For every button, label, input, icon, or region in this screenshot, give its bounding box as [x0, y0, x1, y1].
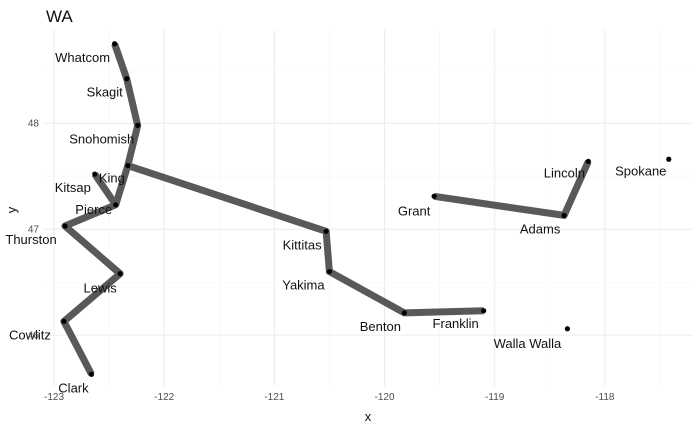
data-point [585, 158, 591, 164]
x-tick-label: -119 [485, 392, 505, 403]
data-point [326, 268, 333, 275]
point-label: Lewis [83, 281, 117, 296]
y-axis-ticks: 46 47 48 [28, 119, 40, 342]
data-point [117, 271, 123, 277]
point-label: Yakima [282, 278, 325, 293]
point-label: Benton [360, 319, 401, 334]
data-point [561, 212, 567, 219]
data-point [112, 41, 118, 47]
x-tick-label: -123 [44, 392, 64, 403]
point-label: Lincoln [544, 165, 585, 180]
data-point [113, 202, 119, 208]
point-label: King [99, 171, 125, 186]
data-point [135, 122, 141, 128]
x-axis-ticks: -123 -122 -121 -120 -119 -118 [44, 392, 615, 403]
x-tick-label: -121 [264, 392, 284, 403]
chart-title: WA [46, 7, 73, 26]
data-point [61, 318, 67, 324]
data-point [124, 76, 130, 82]
x-axis-title: x [365, 409, 372, 424]
point-label: Walla Walla [494, 336, 562, 351]
point-label: Franklin [433, 316, 479, 331]
data-point [401, 310, 407, 316]
route-line [91, 172, 119, 207]
data-point [564, 326, 571, 332]
y-axis-title: y [4, 206, 19, 213]
data-point [88, 371, 95, 377]
point-label: Spokane [615, 163, 666, 178]
y-tick-label: 48 [28, 119, 40, 130]
x-tick-label: -122 [154, 392, 174, 403]
point-label: Skagit [87, 85, 124, 100]
x-tick-label: -118 [595, 392, 615, 403]
x-tick-label: -120 [375, 392, 395, 403]
data-point [323, 228, 329, 234]
data-points [61, 41, 672, 377]
route-lines [60, 42, 592, 376]
data-point [666, 156, 672, 162]
y-tick-label: 46 [28, 331, 40, 342]
data-point [481, 308, 487, 314]
point-label: Cowlitz [9, 327, 51, 342]
point-label: Kitsap [55, 180, 91, 195]
point-label: Clark [58, 380, 89, 395]
point-labels: Whatcom Skagit Snohomish King Kitsap Pierce Th… [5, 50, 666, 396]
point-label: Pierce [75, 202, 112, 217]
point-label: Snohomish [69, 131, 134, 146]
data-point [92, 171, 98, 177]
data-point [431, 193, 437, 199]
point-label: Thurston [5, 232, 56, 247]
point-label: Kittitas [283, 237, 323, 252]
y-tick-label: 47 [28, 225, 40, 236]
data-point [62, 223, 68, 229]
point-label: Grant [398, 203, 431, 218]
data-point [125, 163, 131, 169]
point-label: Adams [520, 221, 561, 236]
point-label: Whatcom [55, 50, 110, 65]
